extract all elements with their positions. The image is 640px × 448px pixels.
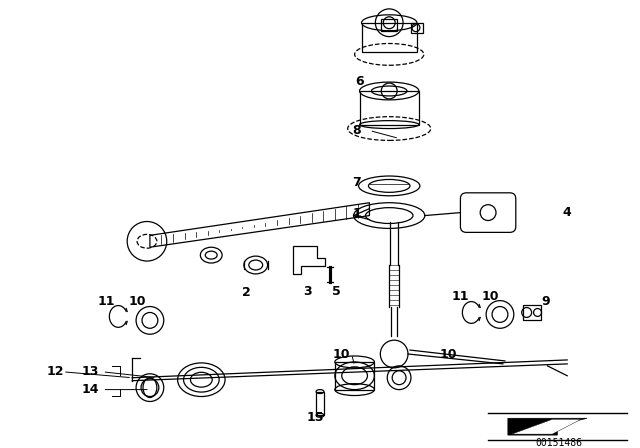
Text: 11: 11 xyxy=(98,295,115,308)
Text: 6: 6 xyxy=(355,74,364,88)
Bar xyxy=(381,19,397,30)
Bar xyxy=(335,362,374,390)
Text: 4: 4 xyxy=(563,206,572,219)
Text: 8: 8 xyxy=(352,124,361,137)
Text: 00151486: 00151486 xyxy=(536,438,583,448)
Text: 2: 2 xyxy=(243,286,252,299)
Text: 14: 14 xyxy=(82,383,99,396)
Text: 10: 10 xyxy=(333,348,351,361)
Text: 13: 13 xyxy=(82,365,99,378)
Text: 1: 1 xyxy=(352,207,361,220)
Bar xyxy=(411,23,423,33)
Bar xyxy=(316,392,324,415)
Polygon shape xyxy=(512,419,581,434)
Text: 5: 5 xyxy=(332,285,341,298)
Text: 10: 10 xyxy=(481,290,499,303)
Text: 10: 10 xyxy=(128,295,146,308)
Text: 15: 15 xyxy=(307,411,324,424)
Text: 12: 12 xyxy=(46,365,64,378)
Polygon shape xyxy=(508,418,587,435)
Text: 9: 9 xyxy=(541,295,550,308)
Text: 11: 11 xyxy=(452,290,469,303)
Bar xyxy=(523,305,541,320)
Text: 10: 10 xyxy=(440,348,458,361)
Text: 3: 3 xyxy=(303,285,312,298)
Text: 7: 7 xyxy=(352,177,361,190)
